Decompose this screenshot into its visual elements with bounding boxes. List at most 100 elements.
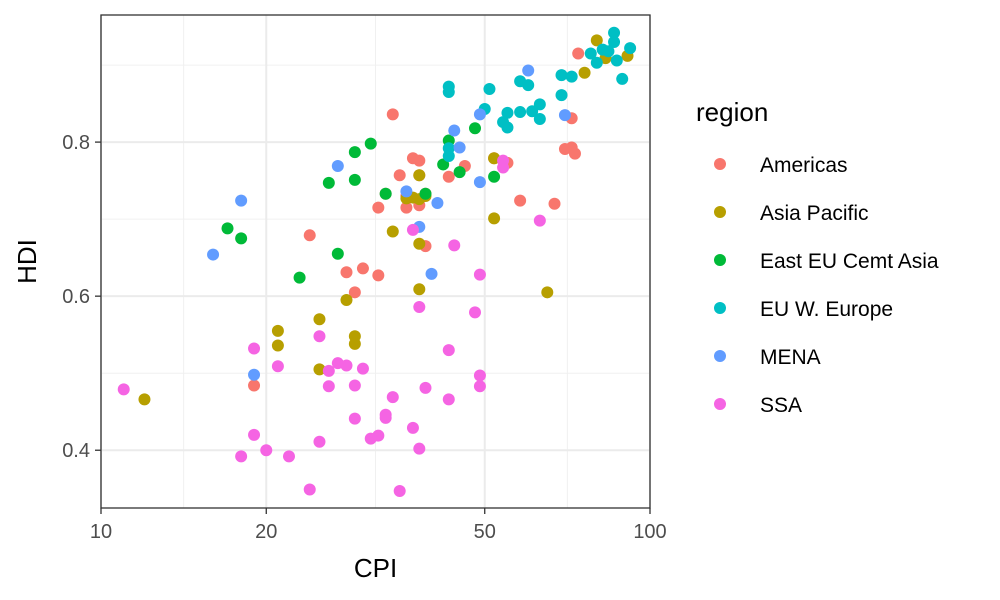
data-point-asia-pacific: [348, 337, 361, 350]
data-point-asia-pacific: [578, 66, 591, 79]
legend-key-mena: [714, 350, 726, 362]
data-point-eu-w-europe: [555, 89, 568, 102]
data-point-americas: [568, 147, 581, 160]
data-point-ssa: [322, 364, 335, 377]
legend-label-eu-w-europe: EU W. Europe: [760, 298, 893, 321]
data-point-ssa: [282, 450, 295, 463]
data-point-eu-w-europe: [584, 47, 597, 60]
data-point-eu-w-europe: [442, 142, 455, 155]
data-point-eu-w-europe: [565, 70, 578, 83]
y-tick-label: 0.6: [62, 286, 90, 308]
data-point-east-eu-cemt-asia: [379, 187, 392, 200]
data-point-asia-pacific: [386, 225, 399, 238]
data-point-asia-pacific: [488, 212, 501, 225]
data-point-ssa: [419, 381, 432, 394]
data-point-ssa: [260, 444, 273, 457]
y-axis-title: HDI: [12, 239, 42, 284]
data-point-mena: [431, 196, 444, 209]
legend-title: region: [696, 97, 768, 127]
legend-key-east-eu-cemt-asia: [714, 254, 726, 266]
data-point-eu-w-europe: [522, 79, 535, 92]
data-point-east-eu-cemt-asia: [453, 166, 466, 179]
data-point-eu-w-europe: [624, 42, 637, 55]
y-tick-label: 0.4: [62, 440, 90, 462]
data-points: [117, 26, 637, 498]
data-point-east-eu-cemt-asia: [488, 170, 501, 183]
data-point-americas: [348, 286, 361, 299]
data-point-americas: [356, 262, 369, 275]
data-point-ssa: [303, 483, 316, 496]
data-point-east-eu-cemt-asia: [221, 222, 234, 235]
data-point-mena: [400, 185, 413, 198]
data-point-asia-pacific: [271, 339, 284, 352]
data-point-eu-w-europe: [442, 80, 455, 93]
data-point-asia-pacific: [138, 393, 151, 406]
data-point-americas: [248, 379, 261, 392]
data-point-mena: [425, 267, 438, 280]
data-point-eu-w-europe: [501, 106, 514, 119]
x-tick-label: 10: [90, 521, 112, 543]
data-point-americas: [372, 269, 385, 282]
x-tick-label: 100: [633, 521, 666, 543]
data-point-east-eu-cemt-asia: [469, 122, 482, 135]
data-point-ssa: [533, 214, 546, 227]
data-point-ssa: [348, 379, 361, 392]
data-point-americas: [400, 201, 413, 214]
data-point-ssa: [406, 223, 419, 236]
data-point-eu-w-europe: [602, 45, 615, 58]
x-tick-label: 20: [255, 521, 277, 543]
data-point-ssa: [448, 239, 461, 252]
data-point-ssa: [372, 429, 385, 442]
data-point-eu-w-europe: [483, 82, 496, 95]
data-point-eu-w-europe: [608, 35, 621, 48]
data-point-ssa: [473, 268, 486, 281]
data-point-americas: [393, 169, 406, 182]
data-point-americas: [340, 266, 353, 279]
data-point-ssa: [497, 161, 510, 174]
data-point-east-eu-cemt-asia: [437, 158, 450, 171]
data-point-asia-pacific: [413, 283, 426, 296]
data-point-ssa: [248, 428, 261, 441]
data-point-ssa: [348, 412, 361, 425]
legend-key-ssa: [714, 398, 726, 410]
data-point-ssa: [469, 306, 482, 319]
data-point-ssa: [473, 369, 486, 382]
data-point-east-eu-cemt-asia: [293, 271, 306, 284]
data-point-ssa: [313, 435, 326, 448]
data-point-ssa: [442, 344, 455, 357]
data-point-east-eu-cemt-asia: [419, 187, 432, 200]
data-point-ssa: [248, 342, 261, 355]
data-point-eu-w-europe: [590, 56, 603, 69]
data-point-asia-pacific: [271, 324, 284, 337]
data-point-americas: [372, 201, 385, 214]
data-point-eu-w-europe: [501, 121, 514, 134]
data-point-asia-pacific: [541, 286, 554, 299]
data-point-ssa: [322, 380, 335, 393]
legend-label-asia-pacific: Asia Pacific: [760, 202, 869, 225]
data-point-ssa: [356, 362, 369, 375]
data-point-ssa: [340, 359, 353, 372]
data-point-ssa: [313, 330, 326, 343]
data-point-americas: [572, 47, 585, 60]
data-point-ssa: [406, 421, 419, 434]
data-point-ssa: [379, 411, 392, 424]
data-point-ssa: [393, 485, 406, 498]
data-point-east-eu-cemt-asia: [331, 247, 344, 260]
data-point-asia-pacific: [488, 152, 501, 165]
x-axis-title: CPI: [354, 553, 397, 583]
data-point-mena: [235, 194, 248, 207]
data-point-mena: [448, 124, 461, 137]
data-point-east-eu-cemt-asia: [348, 146, 361, 159]
data-point-ssa: [473, 380, 486, 393]
data-point-ssa: [413, 300, 426, 313]
data-point-americas: [442, 170, 455, 183]
plot-panel-border: [100, 14, 651, 509]
data-point-asia-pacific: [590, 34, 603, 47]
y-tick-label: 0.8: [62, 132, 90, 154]
legend-key-americas: [714, 158, 726, 170]
data-point-asia-pacific: [313, 363, 326, 376]
data-point-asia-pacific: [340, 294, 353, 307]
data-point-ssa: [442, 393, 455, 406]
data-point-mena: [522, 64, 535, 77]
data-point-eu-w-europe: [610, 54, 623, 67]
